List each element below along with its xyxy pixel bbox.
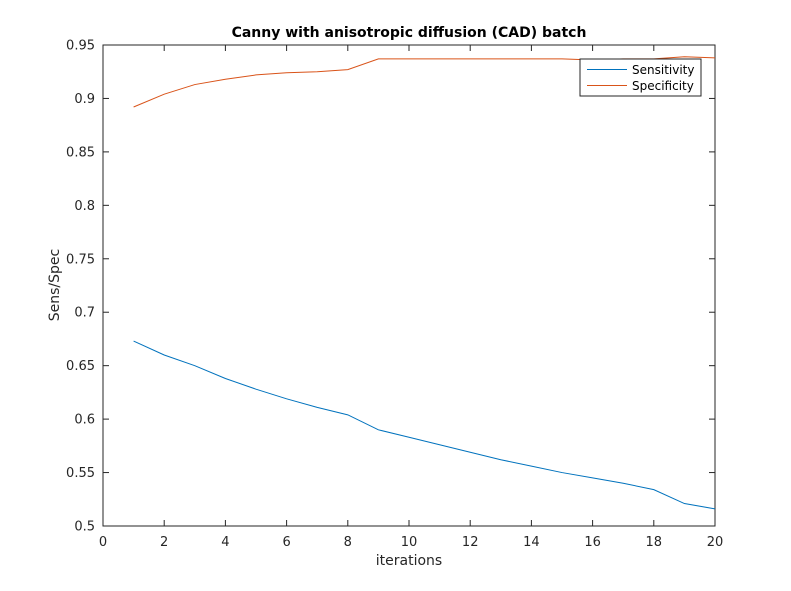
x-tick-label: 2: [160, 535, 168, 550]
y-tick-label: 0.85: [66, 145, 95, 160]
y-tick-label: 0.7: [74, 306, 95, 321]
chart-title: Canny with anisotropic diffusion (CAD) b…: [232, 25, 587, 41]
x-tick-label: 20: [707, 535, 724, 550]
x-tick-label: 0: [99, 535, 107, 550]
y-tick-label: 0.55: [66, 466, 95, 481]
x-axis-ticks: 0 2 4 6 8 10 12 14 16 18 20: [99, 45, 723, 550]
y-axis-ticks: 0.5 0.55 0.6 0.65 0.7 0.75 0.8 0.85 0.9 0.95: [66, 39, 715, 535]
x-tick-label: 8: [344, 535, 352, 550]
y-tick-label: 0.6: [74, 413, 95, 428]
x-tick-label: 6: [282, 535, 290, 550]
x-tick-label: 10: [401, 535, 418, 550]
y-tick-label: 0.9: [74, 92, 95, 107]
y-tick-label: 0.75: [66, 252, 95, 267]
y-tick-label: 0.5: [74, 520, 95, 535]
y-tick-label: 0.95: [66, 39, 95, 54]
legend-label-specificity: Specificity: [632, 79, 694, 93]
axes-box: [102, 44, 716, 527]
legend-box: [579, 58, 702, 97]
x-axis-label: iterations: [376, 553, 442, 569]
y-tick-label: 0.8: [74, 199, 95, 214]
x-tick-label: 18: [646, 535, 663, 550]
series-line-sensitivity: [133, 340, 716, 510]
plot-area: [102, 44, 716, 527]
x-tick-label: 12: [462, 535, 479, 550]
x-tick-label: 14: [523, 535, 540, 550]
x-tick-label: 16: [584, 535, 601, 550]
legend: Sensitivity Specificity: [579, 58, 702, 97]
x-tick-label: 4: [221, 535, 229, 550]
y-axis-label: Sens/Spec: [47, 249, 63, 321]
y-tick-label: 0.65: [66, 359, 95, 374]
legend-label-sensitivity: Sensitivity: [632, 63, 694, 77]
